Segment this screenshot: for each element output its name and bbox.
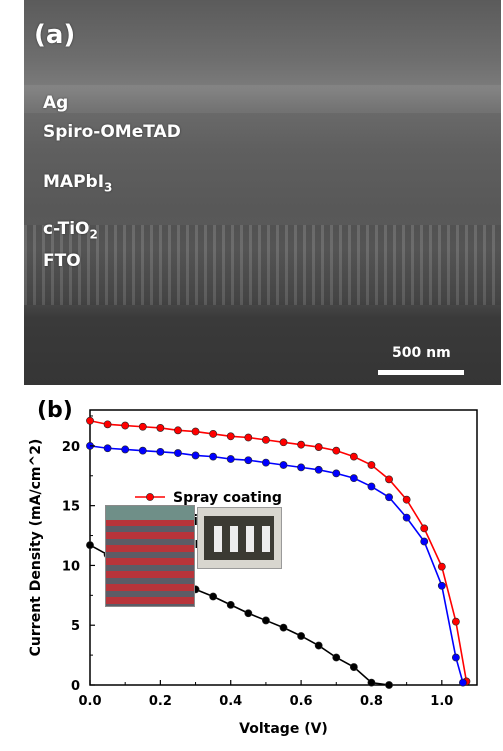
data-point-spin-coating (459, 678, 467, 687)
data-point-spray-coating (103, 420, 112, 429)
electrode-pad (246, 526, 254, 552)
device-stack-photo (105, 505, 195, 607)
data-point-spray-coating (121, 421, 130, 430)
jv-chart-panel: (b) 0.0 0.2 0.4 0.6 0.8 1.0 0 5 10 15 20 Spray coa… (0, 395, 503, 751)
layer-label-ctio2: c-TiO2 (43, 219, 98, 241)
scale-bar (378, 370, 464, 375)
data-point-non (314, 641, 323, 650)
data-point-spin-coating (297, 463, 305, 472)
x-tick-label: 0.8 (360, 694, 383, 709)
data-point-spin-coating (138, 446, 147, 455)
data-point-spray-coating (191, 427, 200, 436)
legend-marker-spray-coating (146, 493, 154, 501)
panel-a-letter: (a) (34, 20, 76, 50)
data-point-spin-coating (174, 449, 182, 457)
data-point-spin-coating (314, 465, 323, 474)
data-point-spray-coating (332, 446, 341, 455)
data-point-non (332, 653, 341, 662)
electrode-pad (214, 526, 222, 552)
jv-chart: 0.0 0.2 0.4 0.6 0.8 1.0 0 5 10 15 20 Spray coating… (28, 409, 478, 737)
data-point-spin-coating (420, 537, 429, 546)
x-tick-label: 0.2 (149, 694, 172, 709)
layer-label-ag: Ag (43, 93, 69, 113)
data-point-spin-coating (385, 493, 393, 502)
data-point-spin-coating (103, 444, 112, 453)
ag-layer-band (24, 85, 501, 113)
layer-label-fto: FTO (43, 251, 81, 271)
y-axis-label: Current Density (mA/cm^2) (28, 439, 44, 657)
x-tick-label: 0.6 (290, 694, 313, 709)
data-point-non (349, 663, 358, 671)
data-point-spin-coating (437, 581, 446, 590)
legend-label-spray-coating: Spray coating (173, 490, 282, 506)
data-point-spray-coating (174, 426, 182, 435)
layer-label-spiro: Spiro-OMeTAD (43, 122, 181, 142)
y-tick-label: 5 (71, 619, 80, 634)
data-point-spray-coating (86, 416, 94, 425)
scale-bar-label: 500 nm (392, 345, 451, 361)
data-point-spin-coating (402, 513, 411, 522)
panel-b-letter: (b) (37, 398, 73, 423)
device-photo (197, 507, 282, 569)
y-tick-label: 10 (62, 559, 80, 574)
data-point-spin-coating (209, 452, 218, 461)
data-point-spray-coating (156, 424, 165, 432)
data-point-spray-coating (349, 452, 358, 461)
electrode-pad (230, 526, 238, 552)
layer-label-ctio2-sub: 2 (89, 227, 98, 242)
data-point-spin-coating (279, 461, 288, 469)
sem-image: (a) Ag Spiro-OMeTAD MAPbI3 c-TiO2 FTO 50… (24, 0, 501, 385)
x-axis-label: Voltage (V) (239, 721, 328, 737)
y-tick-label: 0 (71, 679, 80, 694)
data-point-spin-coating (451, 653, 460, 662)
data-point-spray-coating (138, 422, 147, 431)
fto-texture (24, 225, 501, 305)
layer-label-mapbi3-main: MAPbI (43, 172, 105, 192)
x-tick-label: 1.0 (430, 694, 453, 709)
data-point-non (262, 616, 270, 625)
data-point-spin-coating (226, 455, 235, 463)
data-point-non (279, 623, 288, 632)
data-point-non (86, 541, 94, 550)
x-tick-label: 0.4 (219, 694, 242, 709)
electrode-pad (262, 526, 270, 552)
data-point-non (244, 609, 253, 618)
data-point-non (209, 592, 218, 601)
layer-label-mapbi3-sub: 3 (104, 180, 113, 195)
data-point-spin-coating (121, 445, 130, 454)
y-tick-label: 15 (62, 500, 80, 515)
data-point-spray-coating (226, 432, 235, 441)
data-point-spray-coating (314, 443, 323, 451)
data-point-spray-coating (420, 524, 429, 533)
data-point-spray-coating (279, 438, 288, 447)
data-point-spray-coating (297, 440, 305, 449)
y-tick-label: 20 (62, 440, 80, 455)
data-point-spin-coating (244, 456, 253, 465)
data-point-spin-coating (262, 458, 270, 467)
data-point-spray-coating (402, 495, 411, 504)
data-point-non (226, 600, 235, 609)
data-point-spray-coating (244, 433, 253, 442)
data-point-spray-coating (262, 435, 270, 444)
layer-label-mapbi3: MAPbI3 (43, 172, 112, 194)
data-point-non (385, 681, 393, 689)
data-point-spray-coating (209, 430, 218, 438)
data-point-spin-coating (349, 474, 358, 483)
x-tick-label: 0.0 (78, 694, 101, 709)
data-point-spin-coating (191, 451, 200, 460)
layer-label-ctio2-main: c-TiO (43, 219, 90, 239)
data-point-spray-coating (451, 617, 460, 626)
data-point-spray-coating (385, 475, 393, 484)
data-point-spin-coating (156, 447, 165, 456)
data-point-spin-coating (367, 482, 376, 491)
data-point-spray-coating (367, 461, 376, 469)
data-point-non (297, 632, 305, 640)
data-point-spin-coating (332, 469, 341, 478)
data-point-spray-coating (437, 562, 446, 571)
